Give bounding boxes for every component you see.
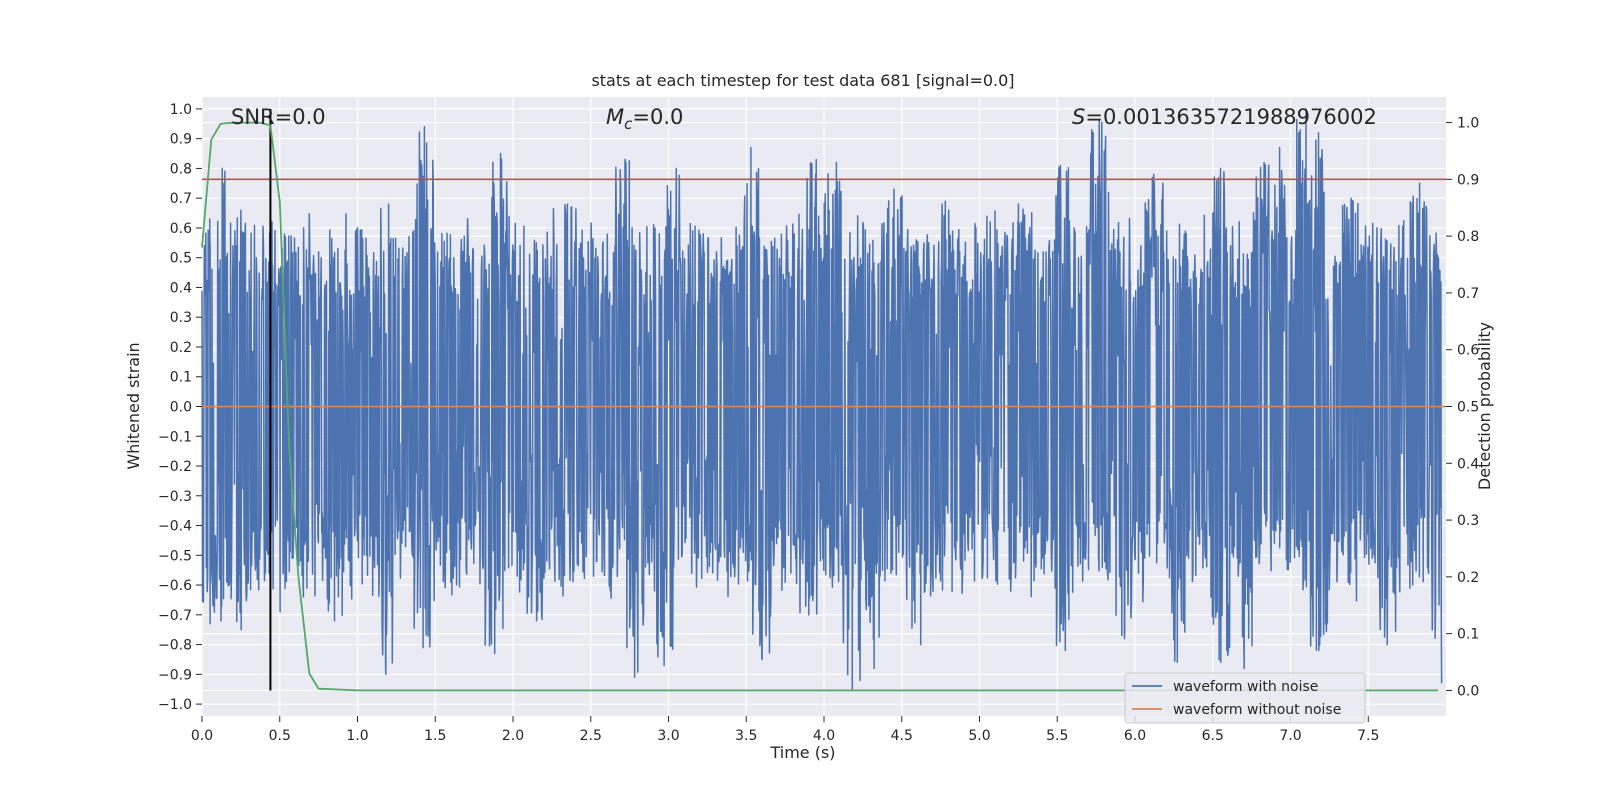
x-tick-label: 5.5 — [1046, 728, 1068, 744]
x-tick-label: 7.0 — [1279, 728, 1301, 744]
y-right-axis-label: Detection probability — [1475, 322, 1494, 490]
x-tick-label: 1.0 — [346, 728, 368, 744]
x-tick-label: 4.0 — [813, 728, 835, 744]
y-tick-label: 0.2 — [170, 340, 192, 356]
series-waveform-with-noise — [201, 108, 1443, 690]
legend-label-noise: waveform with noise — [1173, 679, 1318, 695]
y-right-tick-label: 0.6 — [1457, 343, 1479, 359]
snr-annotation: SNR=0.0 — [231, 105, 326, 129]
y-right-tick-label: 0.9 — [1457, 172, 1479, 188]
y-tick-label: 0.4 — [170, 280, 192, 296]
chirp-mass-value: =0.0 — [632, 105, 683, 129]
y-tick-label: −0.7 — [158, 608, 192, 624]
y-tick-label: 0.0 — [170, 400, 192, 416]
x-tick-label: 6.5 — [1202, 728, 1224, 744]
y-tick-label: −0.8 — [158, 638, 192, 654]
x-axis-label: Time (s) — [769, 743, 835, 762]
y-tick-label: 0.9 — [170, 132, 192, 148]
y-tick-label: −0.6 — [158, 578, 192, 594]
x-tick-label: 0.5 — [269, 728, 291, 744]
x-tick-label: 1.5 — [424, 728, 446, 744]
y-tick-label: −0.4 — [158, 519, 192, 535]
s-symbol: S — [1072, 105, 1085, 129]
x-tick-label: 7.5 — [1357, 728, 1379, 744]
x-tick-label: 4.5 — [891, 728, 913, 744]
x-tick-label: 5.0 — [968, 728, 990, 744]
y-tick-label: 0.1 — [170, 370, 192, 386]
y-tick-label: 0.7 — [170, 191, 192, 207]
chirp-mass-subscript: c — [624, 115, 633, 133]
y-right-tick-label: 0.7 — [1457, 286, 1479, 302]
x-tick-label: 0.0 — [191, 728, 213, 744]
s-annotation: S=0.0013635721988976002 — [1072, 105, 1377, 129]
y-tick-label: −0.9 — [158, 667, 192, 683]
y-right-tick-label: 0.2 — [1457, 570, 1479, 586]
y-tick-label: 0.5 — [170, 251, 192, 267]
x-tick-label: 2.5 — [580, 728, 602, 744]
chart-title: stats at each timestep for test data 681… — [591, 71, 1014, 90]
y-right-tick-label: 0.3 — [1457, 513, 1479, 529]
y-tick-label: −0.5 — [158, 548, 192, 564]
y-right-tick-label: 0.4 — [1457, 456, 1479, 472]
series-detection-probability — [201, 121, 1439, 692]
y-right-tick-label: 0.1 — [1457, 627, 1479, 643]
x-tick-label: 3.0 — [657, 728, 679, 744]
y-tick-label: −1.0 — [158, 697, 192, 713]
y-axis-label: Whitened strain — [124, 342, 143, 469]
x-tick-label: 6.0 — [1124, 728, 1146, 744]
y-right-tick-label: 0.8 — [1457, 229, 1479, 245]
y-tick-label: −0.2 — [158, 459, 192, 475]
x-tick-label: 3.5 — [735, 728, 757, 744]
y-right-tick-label: 0.0 — [1457, 683, 1479, 699]
legend: waveform with noise waveform without noi… — [1124, 672, 1366, 724]
s-value: =0.0013635721988976002 — [1085, 105, 1377, 129]
y-tick-label: −0.1 — [158, 429, 192, 445]
y-right-tick-label: 1.0 — [1457, 116, 1479, 132]
x-tick-label: 2.0 — [502, 728, 524, 744]
chirp-mass-annotation: Mc=0.0 — [606, 105, 683, 133]
y-tick-label: 1.0 — [170, 102, 192, 118]
legend-label-clean: waveform without noise — [1173, 702, 1341, 718]
y-tick-label: 0.3 — [170, 310, 192, 326]
chirp-mass-symbol: M — [606, 105, 624, 129]
y-tick-label: 0.6 — [170, 221, 192, 237]
y-right-tick-label: 0.5 — [1457, 400, 1479, 416]
y-tick-label: −0.3 — [158, 489, 192, 505]
y-tick-label: 0.8 — [170, 161, 192, 177]
